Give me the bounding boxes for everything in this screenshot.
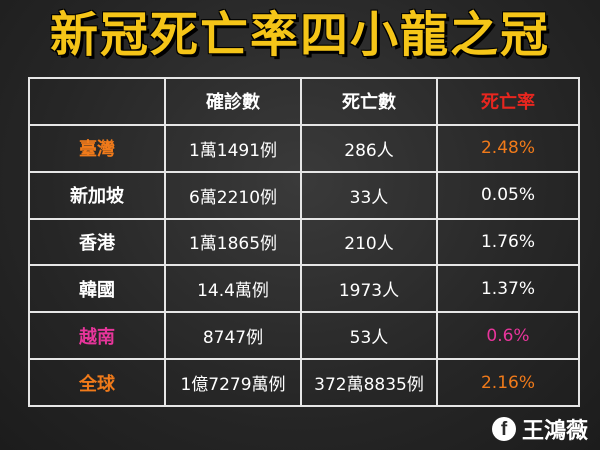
deaths-cell: 372萬8835例 xyxy=(300,358,438,407)
covid-death-rate-table: 確診數 死亡數 死亡率 臺灣 1萬1491例 286人 2.48% 新加坡 6萬… xyxy=(28,77,580,407)
region-label: 香港 xyxy=(28,217,166,267)
rate-cell: 2.48% xyxy=(436,123,580,173)
cases-cell: 1萬1491例 xyxy=(164,123,302,173)
region-label: 臺灣 xyxy=(28,123,166,173)
author-credit: f 王鴻薇 xyxy=(491,414,588,444)
table-row: 越南 8747例 53人 0.6% xyxy=(28,311,580,361)
header-row: 確診數 死亡數 死亡率 xyxy=(28,77,580,126)
header-cases: 確診數 xyxy=(164,77,302,126)
cases-cell: 8747例 xyxy=(164,311,302,361)
header-deaths: 死亡數 xyxy=(300,77,438,126)
deaths-cell: 53人 xyxy=(300,311,438,361)
table-row: 臺灣 1萬1491例 286人 2.48% xyxy=(28,123,580,173)
region-label: 全球 xyxy=(28,358,166,407)
page-title: 新冠死亡率四小龍之冠 xyxy=(49,7,550,63)
deaths-cell: 1973人 xyxy=(300,264,438,314)
table-row: 全球 1億7279萬例 372萬8835例 2.16% xyxy=(28,358,580,407)
deaths-cell: 210人 xyxy=(300,217,438,267)
region-label: 韓國 xyxy=(28,264,166,314)
cases-cell: 6萬2210例 xyxy=(164,170,302,220)
rate-cell: 0.05% xyxy=(436,170,580,220)
rate-cell: 1.37% xyxy=(436,264,580,314)
author-name: 王鴻薇 xyxy=(521,419,588,444)
rate-cell: 2.16% xyxy=(436,358,580,407)
cases-cell: 14.4萬例 xyxy=(164,264,302,314)
deaths-cell: 286人 xyxy=(300,123,438,173)
cases-cell: 1億7279萬例 xyxy=(164,358,302,407)
header-corner xyxy=(28,77,166,126)
rate-cell: 0.6% xyxy=(436,311,580,361)
table-row: 韓國 14.4萬例 1973人 1.37% xyxy=(28,264,580,314)
facebook-icon: f xyxy=(491,417,516,441)
header-death-rate: 死亡率 xyxy=(436,77,580,126)
cases-cell: 1萬1865例 xyxy=(164,217,302,267)
region-label: 新加坡 xyxy=(28,170,166,220)
table-row: 香港 1萬1865例 210人 1.76% xyxy=(28,217,580,267)
table-row: 新加坡 6萬2210例 33人 0.05% xyxy=(28,170,580,220)
rate-cell: 1.76% xyxy=(436,217,580,267)
deaths-cell: 33人 xyxy=(300,170,438,220)
region-label: 越南 xyxy=(28,311,166,361)
